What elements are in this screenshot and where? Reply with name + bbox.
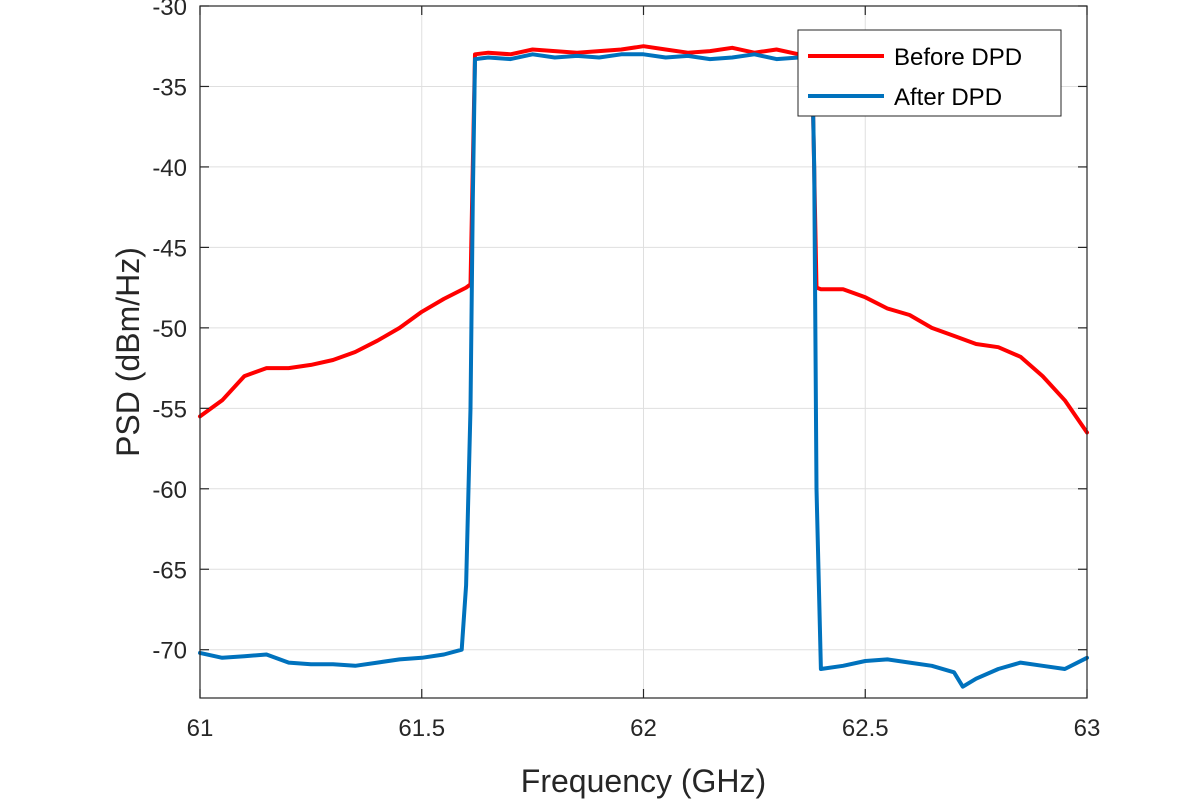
- y-tick-label: -40: [152, 155, 187, 182]
- x-tick-label: 63: [1074, 715, 1101, 742]
- tick-layer: 61 61.5 62 62.5 63 -30 -35 -40 -45 -50 -55 -60 -65 -7…: [152, 0, 1100, 742]
- y-tick-label: -30: [152, 0, 187, 21]
- x-tick-label: 61: [187, 715, 214, 742]
- y-tick-label: -70: [152, 638, 187, 665]
- x-tick-label: 61.5: [398, 715, 445, 742]
- x-tick-label: 62.5: [842, 715, 889, 742]
- y-axis-title: PSD (dBm/Hz): [110, 247, 146, 457]
- y-tick-label: -65: [152, 557, 187, 584]
- x-axis-title: Frequency (GHz): [521, 763, 766, 799]
- legend-label-before-dpd: Before DPD: [894, 44, 1022, 71]
- series-layer: [198, 44, 1089, 689]
- series-line-before-dpd: [198, 44, 1089, 435]
- y-tick-label: -50: [152, 316, 187, 343]
- legend-box: [797, 29, 1062, 117]
- legend: Before DPD After DPD: [797, 29, 1062, 117]
- y-tick-label: -45: [152, 235, 187, 262]
- y-tick-label: -55: [152, 396, 187, 423]
- series-line-after-dpd: [198, 52, 1089, 689]
- y-tick-label: -35: [152, 74, 187, 101]
- legend-label-after-dpd: After DPD: [894, 84, 1002, 111]
- x-tick-label: 62: [630, 715, 657, 742]
- y-tick-label: -60: [152, 477, 187, 504]
